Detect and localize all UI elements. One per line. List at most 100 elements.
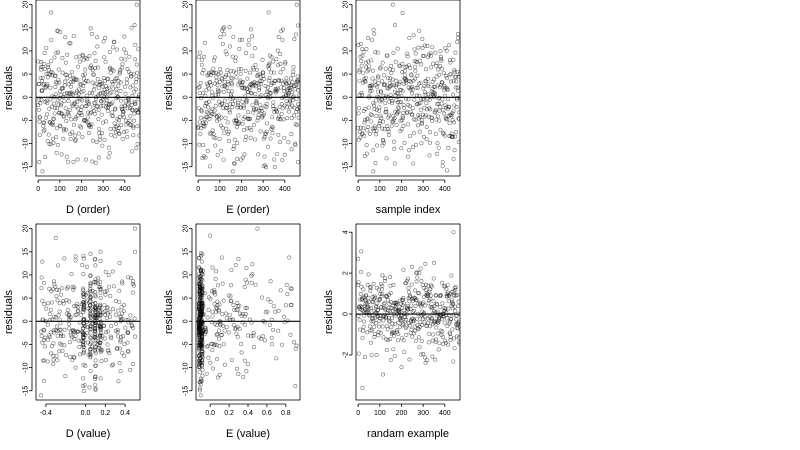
data-point (82, 306, 87, 311)
data-point (357, 67, 362, 72)
data-point (252, 80, 257, 85)
data-point (426, 92, 431, 97)
data-point (216, 309, 221, 314)
data-point (230, 102, 235, 107)
data-point (39, 88, 44, 93)
data-point (254, 101, 259, 106)
data-point (233, 58, 238, 63)
data-point (249, 27, 254, 32)
data-point (376, 330, 381, 335)
data-point (389, 316, 394, 321)
data-point (421, 86, 426, 91)
data-point (55, 263, 60, 268)
data-point (378, 313, 383, 318)
data-point (98, 328, 103, 333)
data-point (198, 81, 203, 86)
y-tick-label: 0 (183, 319, 190, 323)
data-point (202, 54, 207, 59)
y-tick-label: -10 (23, 362, 30, 372)
y-tick-label: 20 (183, 225, 190, 233)
data-point (229, 358, 234, 363)
data-point (200, 343, 205, 348)
y-tick-label: -10 (23, 138, 30, 148)
data-point (409, 303, 414, 308)
data-point (214, 332, 219, 337)
data-point (123, 91, 128, 96)
data-point (72, 337, 77, 342)
data-point (97, 126, 102, 131)
data-point (392, 146, 397, 151)
data-point (297, 104, 300, 109)
data-point (272, 157, 277, 162)
data-point (455, 35, 460, 40)
data-point (61, 114, 66, 119)
data-point (131, 282, 136, 287)
data-point (197, 348, 202, 353)
data-point (116, 79, 121, 84)
data-point (197, 386, 202, 391)
data-point (376, 307, 381, 312)
data-point (102, 55, 107, 60)
data-point (222, 79, 227, 84)
data-point (98, 290, 103, 295)
data-point (224, 85, 229, 90)
data-point (261, 319, 266, 324)
data-point (454, 334, 459, 339)
y-axis-title: residuals (323, 65, 335, 110)
data-point (374, 107, 379, 112)
data-point (90, 68, 95, 73)
data-point (389, 83, 394, 88)
data-point (437, 108, 442, 113)
data-point (116, 308, 121, 313)
data-point (133, 226, 138, 231)
data-point (380, 324, 385, 329)
data-point (81, 388, 86, 393)
data-point (122, 84, 127, 89)
data-point (86, 79, 91, 84)
data-point (65, 76, 70, 81)
data-point (119, 56, 124, 61)
data-point (420, 323, 425, 328)
data-point (240, 121, 245, 126)
data-point (414, 279, 419, 284)
data-point (220, 101, 225, 106)
data-point (259, 93, 264, 98)
data-point (428, 107, 433, 112)
data-point (413, 303, 418, 308)
data-point (422, 310, 427, 315)
data-point (417, 114, 422, 119)
data-point (387, 319, 392, 324)
data-point (81, 307, 86, 312)
data-point (456, 74, 460, 79)
data-point (446, 342, 451, 347)
data-point (38, 115, 43, 120)
data-point (131, 118, 136, 123)
data-point (92, 51, 97, 56)
data-point (79, 107, 84, 112)
data-point (366, 311, 371, 316)
data-point (244, 134, 249, 139)
data-point (58, 124, 63, 129)
data-point (39, 275, 44, 280)
data-point (233, 98, 238, 103)
x-tick-label: 300 (97, 186, 109, 193)
data-point (200, 373, 205, 378)
data-point (436, 145, 441, 150)
data-point (93, 376, 98, 381)
data-point (77, 352, 82, 357)
data-point (452, 148, 457, 153)
data-point (356, 111, 361, 116)
data-point (51, 330, 56, 335)
data-point (408, 66, 413, 71)
data-point (218, 323, 223, 328)
data-point (55, 329, 60, 334)
data-point (366, 36, 371, 41)
data-point (415, 270, 420, 275)
data-point (423, 282, 428, 287)
data-point (90, 159, 95, 164)
data-point (105, 109, 110, 114)
data-point (221, 298, 226, 303)
y-tick-label: 15 (183, 248, 190, 256)
y-tick-label: 5 (23, 296, 30, 300)
